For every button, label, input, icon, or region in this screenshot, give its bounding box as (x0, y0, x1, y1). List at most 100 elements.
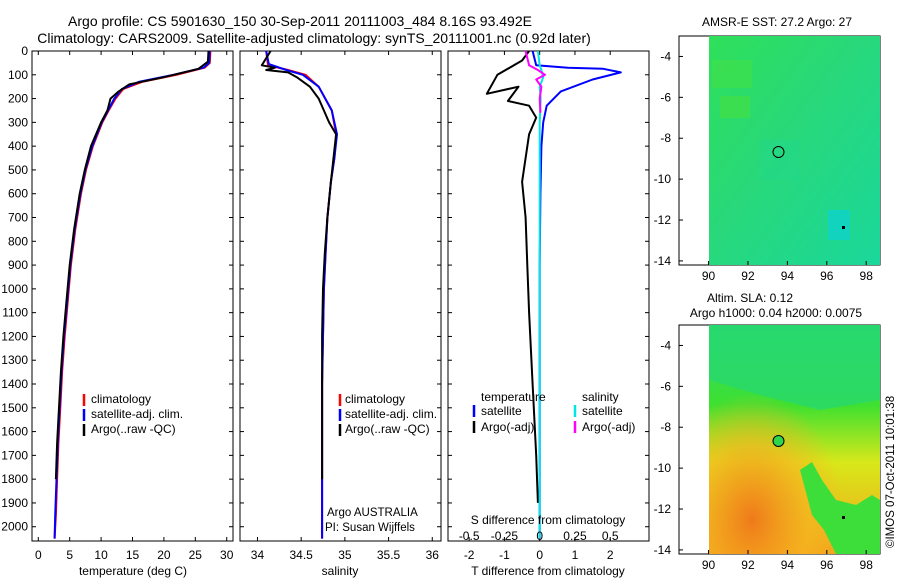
sst-map-ytick-label: -6 (660, 90, 671, 104)
difference-s-ticks: -0.5 -0.25 0 0.25 0.5 (459, 529, 619, 543)
sla-argo-position-marker (772, 435, 785, 447)
salinity-panel: 34 34.5 35 35.5 36 climatology satellite-adj… (239, 50, 442, 578)
salinity-yticks (240, 50, 441, 528)
difference-panel: -2 -1 0 1 2 temperature satellite Argo(-adj)… (447, 50, 650, 578)
sla-map-xtick-label: 92 (741, 558, 755, 572)
depth-tick-label: 100 (8, 68, 28, 82)
difference-xtick-label: 2 (607, 548, 614, 562)
sla-map-xtick-label: 98 (860, 558, 874, 572)
sla-map-ytick-label: -6 (660, 379, 671, 393)
temperature-xticks: 0 5 10 15 20 25 30 (35, 51, 234, 562)
depth-tick-label: 2000 (1, 520, 28, 534)
salinity-axes (239, 50, 442, 542)
difference-legend-salinity-argo: Argo(-adj) (582, 420, 635, 434)
salinity-legend: climatology satellite-adj. clim. Argo(..… (338, 392, 437, 436)
temperature-xtick-label: 5 (66, 548, 73, 562)
salinity-lines (260, 51, 338, 539)
difference-legend-salinity-satellite: satellite (582, 404, 623, 418)
difference-s-tick-label: -0.25 (491, 529, 519, 543)
temperature-series-2 (54, 51, 210, 480)
sla-map-xtick-label: 96 (820, 558, 834, 572)
sla-map-ytick-label: -4 (660, 338, 671, 352)
depth-tick-label: 1600 (1, 425, 28, 439)
depth-tick-label: 1000 (1, 282, 28, 296)
difference-legend-temperature-title: temperature (481, 390, 546, 404)
sst-map-yticks: -4 -6 -8 -10 -12 -14 (654, 49, 683, 268)
depth-tick-label: 800 (8, 234, 28, 248)
sst-map-xtick-label: 96 (820, 269, 834, 283)
sst-map-xticks: 90 92 94 96 98 (702, 261, 873, 283)
temperature-xtick-label: 20 (157, 548, 171, 562)
difference-legend-temperature-satellite: satellite (481, 404, 522, 418)
difference-s-tick-label: 0.25 (563, 529, 587, 543)
salinity-annotation-line1: Argo AUSTRALIA (327, 507, 418, 519)
temperature-legend-satellite: satellite-adj. clim. (91, 407, 183, 421)
depth-tick-label: 500 (8, 163, 28, 177)
sst-map-xtick-label: 92 (741, 269, 755, 283)
difference-xtick-label: -2 (464, 548, 475, 562)
depth-tick-label: 1700 (1, 448, 28, 462)
sla-map-xticks: 90 92 94 96 98 (702, 550, 873, 572)
sst-map-ytick-label: -14 (654, 254, 672, 268)
difference-series-1 (485, 51, 539, 503)
difference-legend-salinity-title: salinity (582, 390, 619, 404)
difference-xtick-label: 1 (572, 548, 579, 562)
sst-map-xtick-label: 90 (702, 269, 716, 283)
salinity-xtick-label: 34 (251, 548, 265, 562)
sst-map-ytick-label: -8 (660, 131, 671, 145)
difference-xtick-label: 0 (536, 548, 543, 562)
temperature-xtick-label: 0 (35, 548, 42, 562)
temperature-xtick-label: 30 (220, 548, 234, 562)
salinity-annotation-line2: PI: Susan Wijffels (325, 522, 415, 534)
sla-map-title-line2: Argo h1000: 0.04 h2000: 0.0075 (690, 306, 862, 320)
temperature-xtick-label: 15 (126, 548, 140, 562)
depth-tick-label: 1300 (1, 353, 28, 367)
salinity-xlabel: salinity (322, 564, 359, 578)
imos-credit: ©IMOS 07-Oct-2011 10:01:38 (885, 396, 897, 548)
sst-map-panel: AMSR-E SST: 27.2 Argo: 27 -4 -6 -8 -10 -12 -1… (654, 15, 881, 283)
sla-map-panel: Altim. SLA: 0.12 Argo h1000: 0.04 h2000:… (654, 291, 881, 572)
sla-map-ytick-label: -14 (654, 543, 672, 557)
salinity-legend-argo: Argo(..raw -QC) (345, 422, 430, 436)
salinity-xtick-label: 34.5 (289, 548, 313, 562)
depth-tick-label: 1100 (2, 306, 28, 320)
temperature-xtick-label: 25 (189, 548, 203, 562)
temperature-legend: climatology satellite-adj. clim. Argo(..… (82, 392, 183, 436)
sst-map-ytick-label: -4 (660, 49, 671, 63)
temperature-xlabel: temperature (deg C) (79, 564, 187, 578)
figure-title-line2: Climatology: CARS2009. Satellite-adjuste… (37, 30, 591, 46)
difference-xlabel: T difference from climatology (471, 564, 625, 578)
depth-tick-label: 1800 (1, 472, 28, 486)
sla-map-ytick-label: -10 (654, 461, 672, 475)
sla-map-ytick-label: -8 (660, 420, 671, 434)
sla-map-yticks: -4 -6 -8 -10 -12 -14 (654, 338, 683, 557)
temperature-panel: 0100200300400500600700800900100011001200… (1, 44, 233, 578)
difference-legend-temperature-argo: Argo(-adj) (481, 420, 534, 434)
temperature-lines (53, 51, 212, 539)
sst-map-xtick-label: 94 (781, 269, 795, 283)
depth-tick-label: 0 (21, 44, 28, 58)
salinity-xtick-label: 35.5 (377, 548, 401, 562)
difference-s-label: S difference from climatology (471, 513, 626, 527)
sst-argo-position-marker (772, 146, 785, 158)
salinity-xtick-label: 36 (426, 548, 440, 562)
sst-map-ytick-label: -12 (654, 213, 672, 227)
depth-tick-label: 700 (8, 211, 28, 225)
difference-xtick-label: -1 (499, 548, 510, 562)
sla-map-xtick-label: 90 (702, 558, 716, 572)
difference-series-2 (536, 51, 545, 539)
difference-yticks (448, 50, 649, 528)
depth-tick-label: 600 (8, 187, 28, 201)
sst-map-ytick-label: -10 (654, 172, 672, 186)
salinity-xtick-label: 35 (338, 548, 352, 562)
temperature-legend-argo: Argo(..raw -QC) (91, 422, 176, 436)
difference-lines (485, 51, 622, 539)
difference-series-3 (524, 51, 546, 113)
salinity-legend-satellite: satellite-adj. clim. (345, 407, 437, 421)
depth-tick-label: 900 (8, 258, 28, 272)
difference-xticks: -2 -1 0 1 2 (464, 51, 614, 562)
temperature-xtick-label: 10 (94, 548, 108, 562)
sla-map-xtick-label: 94 (781, 558, 795, 572)
temperature-legend-climatology: climatology (91, 392, 151, 406)
